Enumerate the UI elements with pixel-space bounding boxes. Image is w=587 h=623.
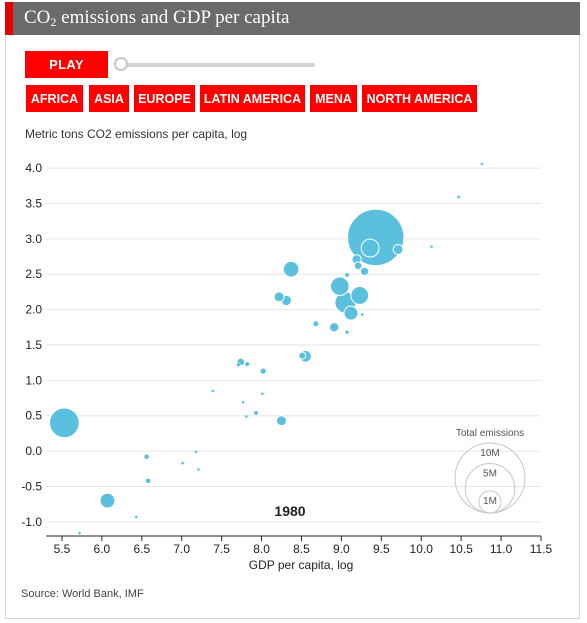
data-point [360,238,380,258]
data-point [344,272,350,278]
x-tick-label: 8.0 [253,542,270,556]
y-axis-title: Metric tons CO2 emissions per capita, lo… [25,127,248,141]
region-button-north-america[interactable]: NORTH AMERICA [362,85,477,112]
data-point [276,415,287,427]
y-tick-label: 2.5 [25,267,42,281]
year-slider-track[interactable] [121,63,315,67]
year-slider-handle[interactable] [114,57,128,71]
x-tick-label: 7.5 [213,542,230,556]
y-tick-label: -0.5 [21,479,42,493]
data-point [273,291,285,303]
y-tick-label: 2.0 [25,303,42,317]
data-point [143,454,150,460]
data-point [350,286,370,305]
data-point [194,450,198,454]
x-axis-ticks: 5.5 6.0 6.5 7.0 7.5 8.0 8.5 9.0 9.5 10.0 10.5 11.0 1… [54,542,553,556]
grid-lines [46,167,541,523]
data-point [49,407,80,439]
bubbles [49,162,484,535]
size-legend-circle [478,490,502,514]
data-point [312,320,319,327]
x-axis [46,535,542,541]
x-tick-label: 6.0 [94,542,111,556]
data-point [244,414,249,419]
data-point [330,276,350,296]
year-label: 1980 [274,503,305,519]
size-legend-label: 5M [483,469,497,480]
y-tick-label: 0.0 [25,444,42,458]
data-point [343,305,359,321]
data-point [211,389,215,393]
data-point [244,361,250,367]
data-point [260,392,265,396]
region-button-europe[interactable]: EUROPE [134,85,195,112]
data-point [344,330,350,335]
data-point [253,410,259,416]
x-axis-title: GDP per capita, log [249,558,354,572]
x-tick-label: 11.0 [490,542,513,556]
y-tick-label: -1.0 [21,515,42,529]
x-tick-label: 9.5 [373,542,390,556]
region-button-mena[interactable]: MENA [310,85,357,112]
data-point [457,195,461,199]
data-point [145,478,151,484]
data-point [241,400,245,404]
data-point [134,515,138,519]
y-axis-ticks: 4.0 3.5 3.0 2.5 2.0 1.5 1.0 0.5 0.0 -0.5 -1.0 [21,161,42,529]
title-accent [5,2,13,35]
data-point [99,492,116,509]
data-point [392,243,404,255]
x-tick-label: 8.5 [293,542,310,556]
region-button-africa[interactable]: AFRICA [26,85,83,112]
y-tick-label: 4.0 [25,161,42,175]
x-tick-label: 9.0 [333,542,350,556]
data-point [429,244,434,249]
size-legend-label: 10M [480,448,499,459]
y-tick-label: 0.5 [25,409,42,423]
x-tick-label: 6.5 [133,542,150,556]
y-tick-label: 3.5 [25,196,42,210]
data-point [480,162,484,166]
x-tick-label: 10.0 [410,542,434,556]
data-point [259,367,267,375]
y-tick-label: 1.0 [25,373,42,387]
region-button-asia[interactable]: ASIA [89,85,129,112]
data-point [353,261,363,271]
x-tick-label: 10.5 [449,542,473,556]
page-title: CO2 emissions and GDP per capita [24,7,290,29]
data-point [360,312,364,317]
data-point [77,531,82,535]
data-point [236,362,241,367]
data-point [298,351,307,360]
x-tick-label: 5.5 [54,542,71,556]
data-point [359,266,370,277]
size-legend-label: 1M [483,496,497,507]
data-point [180,461,185,465]
y-tick-label: 1.5 [25,338,42,352]
source-note: Source: World Bank, IMF [21,588,144,600]
size-legend-title: Total emissions [456,428,524,439]
play-button[interactable]: PLAY [25,51,108,78]
y-tick-label: 3.0 [25,232,42,246]
x-tick-label: 7.0 [173,542,190,556]
size-legend: Total emissions 10M 5M 1M [454,428,526,514]
data-point [329,322,340,333]
x-tick-label: 11.5 [530,542,553,556]
data-point [196,467,201,472]
title-bar: CO2 emissions and GDP per capita [5,2,580,35]
data-point [282,260,300,278]
region-button-latin-america[interactable]: LATIN AMERICA [200,85,305,112]
